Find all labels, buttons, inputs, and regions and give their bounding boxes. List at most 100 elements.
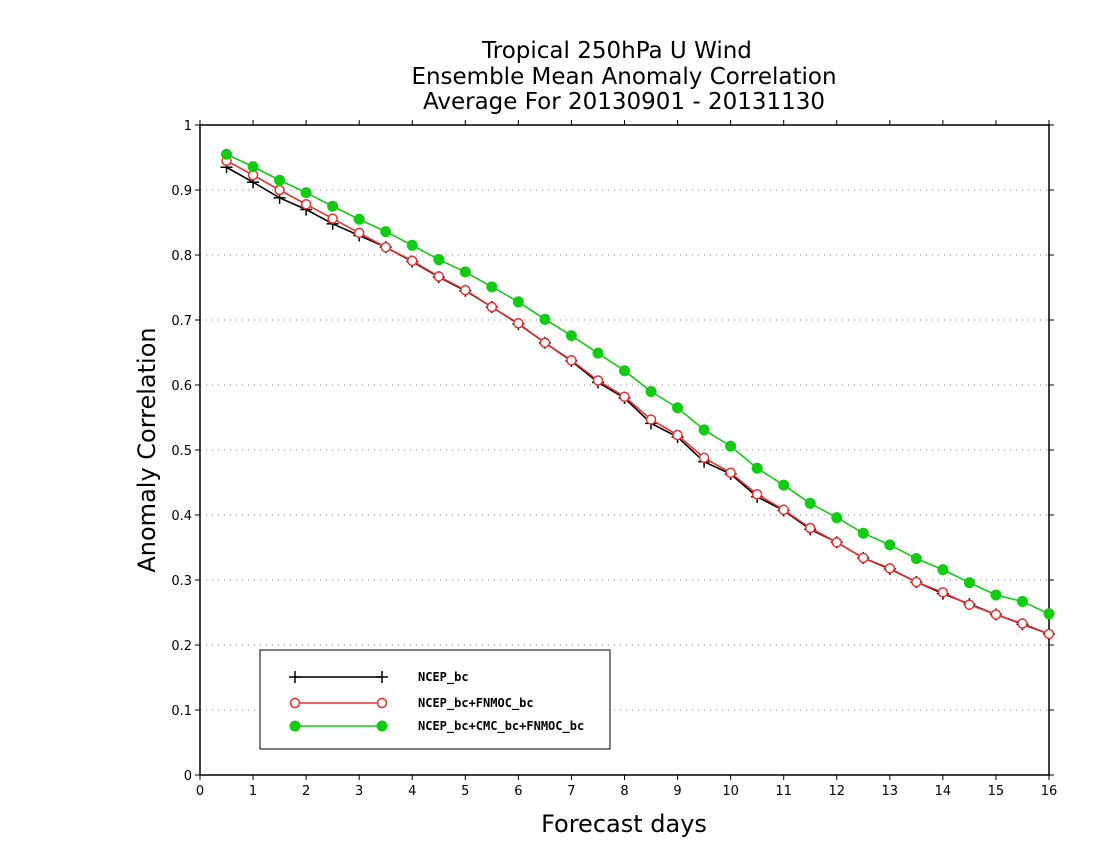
x-tick-label: 7 <box>567 784 575 799</box>
point-marker <box>698 452 710 464</box>
x-tick-label: 10 <box>722 784 739 799</box>
x-tick-label: 16 <box>1041 784 1058 799</box>
point-marker <box>433 271 445 282</box>
legend-entry-1: NCEP_bc <box>289 670 469 685</box>
point-marker <box>327 200 339 212</box>
point-marker <box>804 522 816 534</box>
point-marker <box>751 462 763 474</box>
point-marker <box>937 587 949 598</box>
point-marker <box>884 563 896 574</box>
grid-lines <box>200 189 1049 711</box>
y-tick-label: 0.1 <box>171 704 192 719</box>
x-tick-label: 12 <box>828 784 845 799</box>
point-marker <box>884 539 896 551</box>
legend-label: NCEP_bc+CMC_bc+FNMOC_bc <box>418 719 584 734</box>
series-1 <box>220 161 1055 640</box>
point-marker <box>327 213 338 224</box>
point-marker <box>513 318 524 329</box>
point-marker <box>858 552 869 564</box>
point-marker <box>751 488 763 500</box>
point-marker <box>804 497 816 509</box>
x-tick-label: 1 <box>249 784 257 799</box>
title-line-3: Average For 20130901 - 20131130 <box>423 89 825 115</box>
point-marker <box>247 161 259 173</box>
series-line <box>226 153 1050 615</box>
point-marker <box>459 266 471 278</box>
y-tick-label: 0.2 <box>171 639 192 654</box>
point-marker <box>300 187 312 199</box>
y-axis-label: Anomaly Correlation <box>133 327 161 572</box>
point-marker <box>406 239 418 251</box>
point-marker <box>433 254 445 266</box>
point-marker <box>539 313 551 325</box>
point-marker <box>857 527 869 539</box>
point-marker <box>725 467 736 478</box>
x-tick-label: 6 <box>514 784 522 799</box>
point-marker <box>460 284 471 296</box>
point-marker <box>778 504 789 516</box>
point-marker <box>353 213 365 225</box>
point-marker <box>486 281 498 293</box>
series-layer <box>220 148 1055 640</box>
point-marker <box>512 296 524 308</box>
point-marker <box>380 226 392 238</box>
x-tick-label: 13 <box>882 784 899 799</box>
point-marker <box>380 241 391 253</box>
y-tick-label: 0.8 <box>171 249 192 264</box>
point-marker <box>592 347 604 359</box>
point-marker <box>1017 618 1028 629</box>
point-marker <box>619 365 630 377</box>
series-3 <box>221 148 1055 620</box>
point-marker <box>619 391 630 402</box>
point-marker <box>911 576 922 588</box>
x-tick-label: 0 <box>196 784 204 799</box>
x-tick-label: 5 <box>461 784 469 799</box>
point-marker <box>645 414 657 425</box>
legend-box <box>259 649 611 750</box>
y-tick-label: 0 <box>184 769 192 784</box>
legend-entry-2: NCEP_bc+FNMOC_bc <box>289 696 534 711</box>
point-marker <box>831 512 843 524</box>
point-marker <box>407 255 418 267</box>
point-marker <box>990 589 1002 601</box>
point-marker <box>698 424 710 436</box>
series-line <box>226 166 1050 635</box>
x-tick-label: 15 <box>988 784 1005 799</box>
y-tick-label: 0.3 <box>171 574 192 589</box>
point-marker <box>376 697 388 709</box>
point-marker <box>539 337 551 348</box>
point-marker <box>963 577 975 589</box>
point-marker <box>831 537 842 548</box>
point-marker <box>937 564 949 576</box>
legend-label: NCEP_bc+FNMOC_bc <box>418 696 534 711</box>
x-axis-label: Forecast days <box>541 810 707 838</box>
point-marker <box>376 720 388 732</box>
point-marker <box>645 386 657 397</box>
point-marker <box>566 355 577 366</box>
point-marker <box>964 599 975 610</box>
x-axis: 0 1 2 3 4 5 6 7 8 9 10 11 12 13 14 15 16 <box>196 120 1057 799</box>
point-marker <box>300 199 312 210</box>
legend: NCEP_bc NCEP_bc+FNMOC_bc NCEP_bc+CMC_bc+FN… <box>259 649 611 750</box>
point-marker <box>289 720 301 732</box>
point-marker <box>486 301 498 313</box>
point-marker <box>565 330 577 342</box>
point-marker <box>274 174 286 186</box>
legend-label: NCEP_bc <box>418 670 469 685</box>
y-tick-label: 0.6 <box>171 379 192 394</box>
point-marker <box>725 440 737 452</box>
x-tick-label: 3 <box>355 784 363 799</box>
point-marker <box>910 553 922 565</box>
y-tick-label: 1 <box>184 119 192 134</box>
point-marker <box>221 148 233 160</box>
chart-title: Tropical 250hPa U Wind Ensemble Mean Ano… <box>411 38 836 115</box>
y-tick-label: 0.5 <box>171 444 192 459</box>
point-marker <box>672 429 683 441</box>
point-marker <box>289 697 301 709</box>
title-line-2: Ensemble Mean Anomaly Correlation <box>411 64 836 90</box>
point-marker <box>592 375 604 386</box>
x-tick-label: 11 <box>775 784 792 799</box>
title-line-1: Tropical 250hPa U Wind <box>481 38 752 64</box>
y-tick-label: 0.9 <box>171 184 192 199</box>
